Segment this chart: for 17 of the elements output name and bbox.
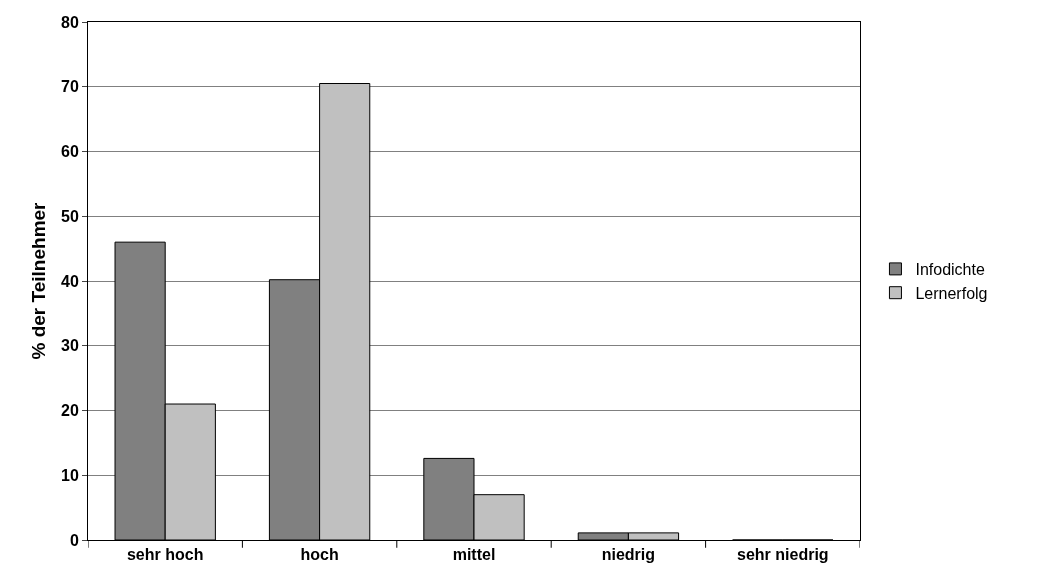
x-tick-label: mittel <box>452 546 496 564</box>
x-tick-label: niedrig <box>601 546 656 564</box>
y-tick-label: 50 <box>61 207 79 225</box>
y-tick-label: 20 <box>61 402 79 420</box>
x-tick-label: sehr hoch <box>126 546 204 564</box>
y-axis-title: % der Teilnehmer <box>27 201 49 360</box>
legend-label: Lernerfolg <box>915 284 988 302</box>
y-tick-label: 30 <box>61 337 79 355</box>
x-tick-label: hoch <box>300 546 339 564</box>
y-tick-label: 0 <box>69 531 79 549</box>
y-tick-label: 70 <box>61 78 79 96</box>
legend-label: Infodichte <box>915 261 985 279</box>
y-tick-label: 40 <box>61 272 79 290</box>
x-tick-label: sehr niedrig <box>737 546 829 564</box>
y-tick-label: 10 <box>61 466 79 484</box>
y-tick-label: 60 <box>61 143 79 161</box>
y-tick-label: 80 <box>61 13 79 31</box>
